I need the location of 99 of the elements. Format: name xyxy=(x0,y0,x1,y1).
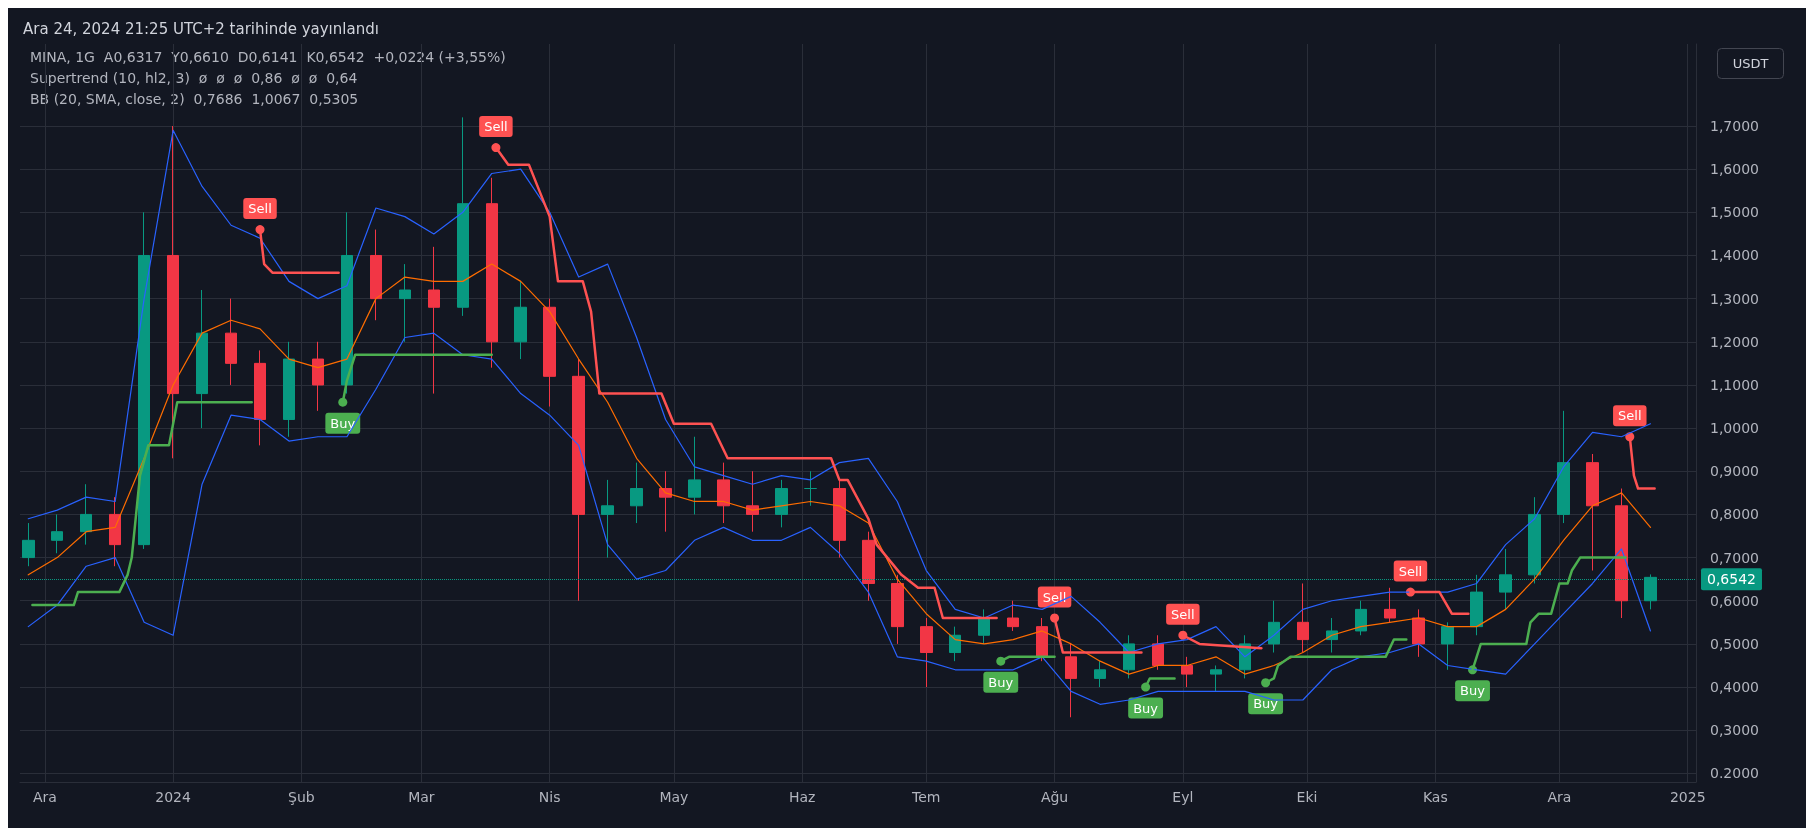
candlestick xyxy=(717,462,730,524)
candlestick xyxy=(601,479,614,559)
candlestick xyxy=(399,263,411,343)
annotation: Buy xyxy=(1460,683,1486,699)
annotation: Sell xyxy=(1171,606,1195,622)
annotation: Sell xyxy=(1398,563,1423,579)
candlestick xyxy=(22,522,35,567)
y-tick-label: 1,0000 xyxy=(1710,420,1759,437)
y-tick-label: 0,5000 xyxy=(1710,635,1759,652)
candlestick xyxy=(833,479,846,559)
candlestick xyxy=(978,608,990,645)
y-tick-label: 0.2000 xyxy=(1710,765,1759,782)
annotation: Buy xyxy=(1253,696,1279,712)
candlestick xyxy=(514,280,527,360)
x-tick-label: Eki xyxy=(1296,789,1318,805)
line-series xyxy=(27,263,1652,675)
candlestick xyxy=(341,211,353,395)
annotation: Sell xyxy=(1618,408,1642,424)
annotation: Buy xyxy=(1133,700,1159,716)
x-tick-label: Nis xyxy=(538,789,561,805)
candlestick xyxy=(1065,643,1077,718)
x-tick-label: 2025 xyxy=(1669,789,1706,805)
y-tick-label: 0,6000 xyxy=(1710,592,1759,609)
candlestick xyxy=(225,298,237,386)
annotation: Supertrend (10, hl2, 3) ø ø ø 0,86 ø ø 0,64 xyxy=(30,70,358,86)
y-tick-label: 0,8000 xyxy=(1710,506,1759,523)
x-tick-label: Ara xyxy=(1547,789,1572,805)
candlestick xyxy=(1007,600,1019,632)
y-axis-title: USDT xyxy=(1732,56,1769,71)
x-tick-label: Eyl xyxy=(1172,789,1194,805)
candlestick xyxy=(51,513,63,554)
candlestick xyxy=(457,116,469,317)
candlestick xyxy=(746,470,759,533)
x-tick-label: Şub xyxy=(288,789,315,805)
candlestick xyxy=(254,349,266,446)
y-tick-label: 1,3000 xyxy=(1710,290,1759,307)
candlestick xyxy=(1586,453,1599,572)
annotation: Buy xyxy=(988,674,1014,690)
candlestick xyxy=(862,531,875,602)
ref-line-label: 0,6542 xyxy=(1707,571,1756,588)
candlestick xyxy=(1152,634,1164,671)
x-tick-label: 2024 xyxy=(155,789,192,805)
candlestick xyxy=(283,341,295,438)
candlestick xyxy=(1094,660,1106,688)
line-series xyxy=(31,400,253,607)
candlestick xyxy=(804,470,817,507)
candlestick xyxy=(1441,621,1454,671)
candlestick xyxy=(370,229,382,321)
candlestick xyxy=(1036,617,1048,662)
candlestick xyxy=(196,289,208,429)
candlestick xyxy=(775,479,788,528)
y-tick-label: 1,6000 xyxy=(1710,161,1759,178)
x-tick-label: Ağu xyxy=(1040,789,1069,805)
y-tick-label: 1,4000 xyxy=(1710,247,1759,264)
candlestick xyxy=(1355,600,1367,636)
x-tick-label: Haz xyxy=(788,789,816,805)
candlestick xyxy=(138,211,150,550)
y-tick-label: 0,3000 xyxy=(1710,722,1759,739)
candlestick xyxy=(891,574,904,645)
candlestick xyxy=(1528,496,1541,584)
y-tick-label: 1,1000 xyxy=(1710,376,1759,393)
annotation: Sell xyxy=(1042,589,1067,605)
x-tick-label: Kas xyxy=(1422,789,1448,805)
x-tick-label: Tem xyxy=(911,789,941,805)
y-tick-label: 1,7000 xyxy=(1710,118,1759,134)
candlestick xyxy=(688,436,701,515)
candlestick xyxy=(80,483,92,546)
y-tick-label: 0,7000 xyxy=(1710,549,1759,566)
chart-subtitle: MINA, 1G A0,6317 Y0,6610 D0,6141 K0,6542 +0,0224 (+3,55%) xyxy=(30,49,506,65)
candlestick xyxy=(543,298,556,408)
x-tick-label: Ara xyxy=(32,789,57,805)
candlestick xyxy=(1615,488,1628,619)
candlestick xyxy=(1412,608,1425,658)
candlestick xyxy=(630,462,643,524)
candlestick xyxy=(949,626,961,662)
y-tick-label: 0,4000 xyxy=(1710,679,1759,696)
candlestick xyxy=(1268,600,1280,654)
candlestick xyxy=(1557,410,1570,524)
candlestick xyxy=(312,341,324,412)
candlestick xyxy=(1210,664,1222,692)
x-tick-label: May xyxy=(659,789,689,805)
annotation: Sell xyxy=(484,119,508,135)
annotation: Buy xyxy=(330,415,356,431)
candlestick xyxy=(109,496,121,567)
candlestick xyxy=(1181,656,1193,688)
chart-title: Ara 24, 2024 21:25 UTC+2 tarihinde yayınlandı xyxy=(23,19,379,38)
line-series xyxy=(27,129,1652,658)
candlestick xyxy=(1297,582,1309,654)
annotation: Sell xyxy=(248,201,272,217)
candlestick xyxy=(920,617,933,688)
candlestick xyxy=(486,177,498,369)
candlestick xyxy=(659,470,672,533)
y-tick-label: 1,2000 xyxy=(1710,333,1759,350)
candlestick xyxy=(1384,587,1396,623)
y-tick-label: 1,5000 xyxy=(1710,204,1759,221)
y-tick-label: 0,9000 xyxy=(1710,463,1759,480)
candlestick xyxy=(428,246,440,395)
candlestick xyxy=(572,358,585,602)
x-tick-label: Mar xyxy=(408,789,435,805)
